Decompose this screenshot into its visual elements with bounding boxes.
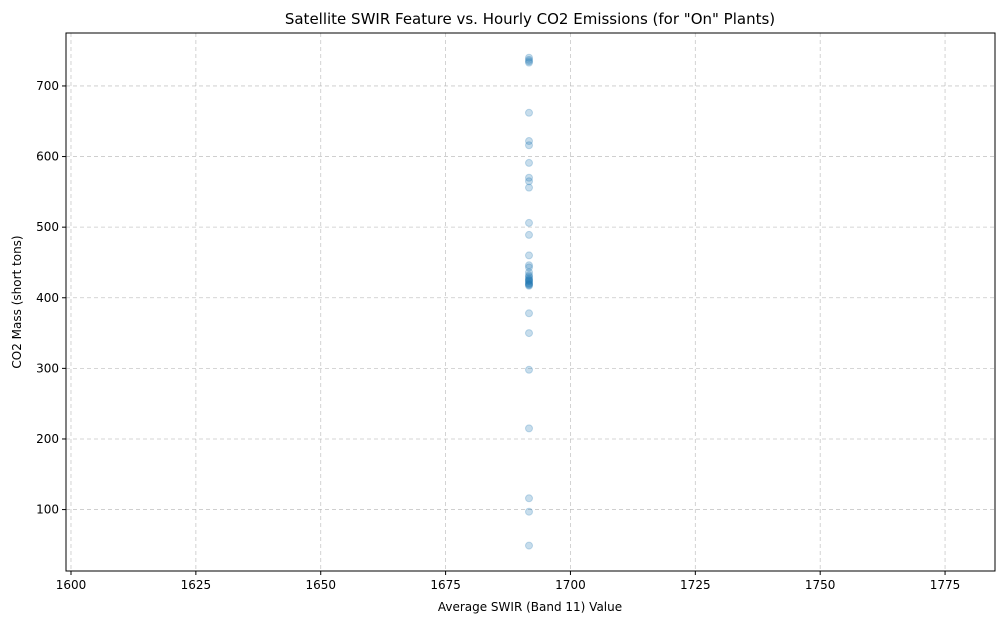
data-point: [525, 251, 534, 260]
data-point: [525, 507, 534, 516]
x-tick-label: 1675: [430, 578, 461, 592]
data-point: [525, 329, 534, 338]
y-tick-label: 500: [36, 220, 59, 234]
data-point: [525, 279, 534, 288]
data-point: [525, 276, 534, 285]
data-point: [525, 541, 534, 550]
data-points: [525, 53, 534, 550]
x-axis-ticks: 1600 1625 1650 1675 1700 1725 1750 1775: [56, 571, 961, 592]
x-tick-label: 1775: [930, 578, 961, 592]
y-axis-label: CO2 Mass (short tons): [10, 235, 24, 368]
y-tick-label: 100: [36, 503, 59, 517]
data-point: [525, 177, 534, 186]
data-point: [525, 141, 534, 150]
data-point: [525, 137, 534, 146]
data-point: [525, 218, 534, 227]
data-point: [525, 272, 534, 281]
y-tick-label: 700: [36, 79, 59, 93]
data-point: [525, 277, 534, 286]
y-tick-label: 400: [36, 291, 59, 305]
data-point: [525, 57, 534, 66]
data-point: [525, 365, 534, 374]
data-point: [525, 309, 534, 318]
data-point: [525, 276, 534, 285]
y-axis-ticks: 100 200 300 400 500 600 700: [36, 79, 66, 517]
x-tick-label: 1750: [805, 578, 836, 592]
data-point: [525, 263, 534, 272]
data-point: [525, 173, 534, 182]
grid-lines: [66, 33, 995, 571]
data-point: [525, 53, 534, 62]
data-point: [525, 158, 534, 167]
data-point: [525, 273, 534, 282]
plot-frame: [65, 32, 996, 572]
data-point: [525, 278, 534, 287]
data-point: [525, 424, 534, 433]
x-tick-label: 1600: [56, 578, 87, 592]
data-point: [525, 55, 534, 64]
x-tick-label: 1700: [555, 578, 586, 592]
data-point: [525, 281, 534, 290]
y-tick-label: 600: [36, 150, 59, 164]
data-point: [525, 261, 534, 270]
data-point: [525, 271, 534, 280]
chart-title: Satellite SWIR Feature vs. Hourly CO2 Em…: [285, 10, 775, 28]
x-tick-label: 1650: [305, 578, 336, 592]
data-point: [525, 108, 534, 117]
data-point: [525, 268, 534, 277]
data-point: [525, 280, 534, 289]
data-point: [525, 494, 534, 503]
data-point: [525, 281, 534, 290]
y-tick-label: 200: [36, 432, 59, 446]
data-point: [525, 275, 534, 284]
data-point: [525, 183, 534, 192]
x-tick-label: 1625: [181, 578, 212, 592]
y-tick-label: 300: [36, 361, 59, 375]
x-tick-label: 1725: [680, 578, 711, 592]
data-point: [525, 230, 534, 239]
data-point: [525, 58, 534, 67]
x-axis-label: Average SWIR (Band 11) Value: [438, 600, 622, 614]
